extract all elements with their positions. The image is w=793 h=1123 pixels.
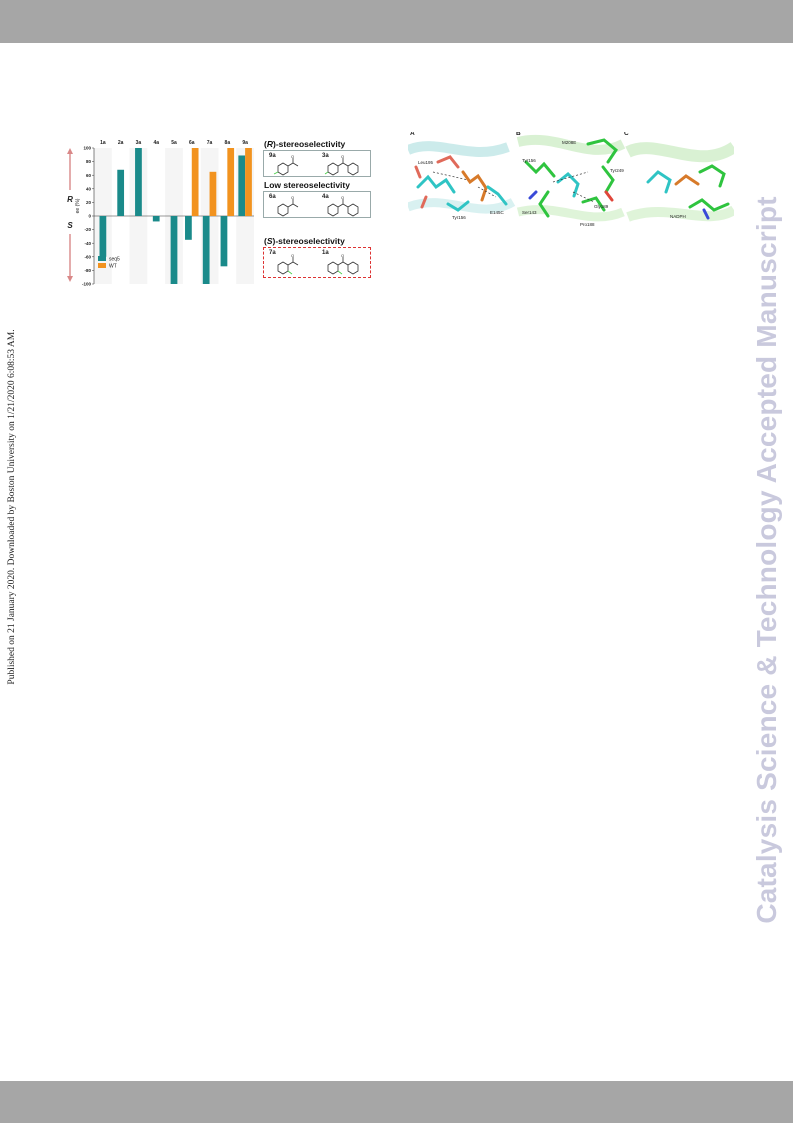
x-tick-label: 6a: [189, 140, 195, 146]
benzophenone-structure-icon: O: [327, 195, 359, 217]
residue-label: Tyr156: [452, 215, 466, 220]
bar-WT: [227, 148, 235, 216]
bar-seq5: [99, 216, 107, 257]
journal-watermark: Catalysis Science & Technology Accepted …: [751, 196, 782, 924]
x-tick-label: 4a: [153, 140, 159, 146]
y-tick-label: -40: [84, 241, 91, 246]
residue-label: M208E: [562, 140, 577, 145]
docking-image: [408, 132, 734, 232]
bar-seq5: [170, 216, 178, 284]
y-tick-label: 0: [88, 214, 91, 219]
residue-label: Gly189: [594, 204, 609, 209]
y-tick-label: -100: [82, 282, 92, 287]
compound-label: 1a: [322, 250, 329, 256]
publication-note: Published on 21 January 2020. Downloaded…: [7, 329, 17, 685]
panel-letter-c: C: [624, 132, 629, 137]
legend-swatch: [98, 263, 106, 268]
residue-label: Tyr156: [522, 158, 536, 163]
y-tick-label: -60: [84, 254, 91, 259]
y-tick-label: 40: [86, 186, 92, 191]
group-box-low: 6a 4a O O: [263, 191, 371, 218]
r-side-label: R: [67, 195, 73, 204]
y-axis-label: ee (%): [75, 198, 81, 213]
stereoselectivity-panel: (R)-stereoselectivity 9a 3a O O Low ster…: [262, 132, 373, 292]
x-tick-label: 8a: [225, 140, 231, 146]
residue-label: E145C: [490, 210, 504, 215]
compound-label: 6a: [269, 194, 276, 200]
y-tick-label: 60: [86, 173, 92, 178]
benzophenone-structure-icon: O: [327, 253, 359, 275]
docking-figure: A B C Leu195 Tyr156 E145C Tyr156 Ser143 …: [408, 132, 734, 232]
bar-seq5: [220, 216, 228, 267]
group-heading-r: (R)-stereoselectivity: [264, 139, 346, 149]
bar-WT: [245, 148, 252, 216]
y-tick-label: 20: [86, 200, 92, 205]
svg-text:O: O: [291, 253, 294, 258]
legend-label: seq5: [109, 257, 120, 263]
panel-letter-a: A: [410, 132, 415, 137]
compound-label: 3a: [322, 153, 329, 159]
residue-label: Leu195: [418, 160, 434, 165]
x-tick-label: 5a: [171, 140, 177, 146]
residue-label: Ser143: [522, 210, 537, 215]
footer-band: [0, 1081, 793, 1123]
header-band: [0, 0, 793, 43]
x-tick-label: 1a: [100, 140, 106, 146]
residue-label: Tyr249: [610, 168, 624, 173]
bar-WT: [209, 171, 217, 216]
acetophenone-structure-icon: O: [277, 253, 299, 275]
svg-text:O: O: [291, 195, 294, 200]
group-heading-s: (S)-stereoselectivity: [264, 236, 345, 246]
bar-WT: [191, 148, 199, 216]
compound-label: 7a: [269, 250, 276, 256]
s-arrow-head: [67, 276, 73, 282]
group-box-r: 9a 3a O O: [263, 150, 371, 177]
x-tick-label: 3a: [136, 140, 142, 146]
bar-seq5: [135, 148, 142, 216]
bar-seq5: [202, 216, 210, 284]
residue-label: Pro188: [580, 222, 595, 227]
legend-label: WT: [109, 264, 117, 270]
acetophenone-structure-icon: O: [273, 154, 299, 176]
svg-text:O: O: [341, 154, 344, 159]
r-arrow-head: [67, 148, 73, 154]
x-tick-label: 9a: [242, 140, 248, 146]
acetophenone-structure-icon: O: [277, 195, 299, 217]
legend-swatch: [98, 256, 106, 261]
x-tick-label: 7a: [207, 140, 213, 146]
y-tick-label: -80: [84, 268, 91, 273]
compound-label: 9a: [269, 153, 276, 159]
compound-label: 4a: [322, 194, 329, 200]
y-tick-label: 100: [83, 146, 91, 151]
y-tick-label: 80: [86, 159, 92, 164]
ee-bar-chart: 100 80 60 40 20 0 -20 -40 -60 -80 -100 1a 2a 3a 4a 5a 6a…: [62, 132, 260, 292]
chart-svg: 100 80 60 40 20 0 -20 -40 -60 -80 -100 1a 2a 3a 4a 5a 6a…: [62, 132, 260, 292]
svg-text:O: O: [291, 154, 294, 159]
svg-text:O: O: [341, 195, 344, 200]
panel-letter-b: B: [516, 132, 521, 137]
bar-seq5: [185, 216, 192, 240]
bar-seq5: [117, 169, 125, 216]
group-heading-low: Low stereoselectivity: [264, 180, 350, 190]
svg-text:O: O: [341, 253, 344, 258]
y-tick-label: -20: [84, 227, 91, 232]
group-box-s: 7a 1a O O: [263, 247, 371, 278]
bar-seq5: [152, 216, 160, 222]
s-side-label: S: [67, 221, 73, 230]
residue-label: NADPH: [670, 214, 686, 219]
bar-seq5: [238, 155, 246, 216]
benzophenone-structure-icon: O: [324, 154, 359, 176]
x-tick-label: 2a: [118, 140, 124, 146]
